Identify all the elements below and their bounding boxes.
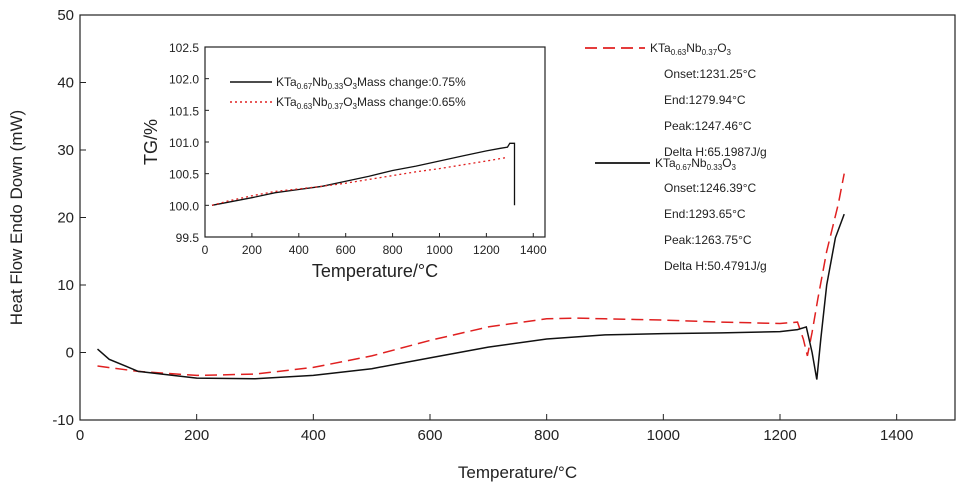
main-y-tick-label: 30 — [57, 142, 74, 159]
inset-x-tick-label: 400 — [289, 243, 309, 257]
main-y-tick-label: 0 — [66, 345, 74, 362]
main-y-axis-title: Heat Flow Endo Down (mW) — [7, 110, 26, 325]
main-x-tick-label: 1400 — [880, 427, 913, 444]
inset-y-tick-label: 99.5 — [176, 231, 200, 245]
main-x-axis-title: Temperature/°C — [458, 463, 577, 482]
main-legend: KTa0.63Nb0.37O3 Onset:1231.25°C End:1279.9… — [585, 41, 767, 273]
main-y-tick-label: -10 — [52, 412, 74, 429]
legend-label-2: KTa0.67Nb0.33O3 — [655, 156, 737, 172]
annotation-text: End:1293.65°C — [664, 207, 746, 221]
inset-y-tick-label: 102.0 — [169, 73, 199, 87]
annotation-text: Delta H:50.4791J/g — [664, 259, 767, 273]
inset-series-line-1 — [211, 142, 516, 206]
main-x-tick-label: 200 — [184, 427, 209, 444]
main-x-tick-label: 0 — [76, 427, 84, 444]
main-y-tick-label: 40 — [57, 75, 74, 92]
main-y-tick-label: 50 — [57, 7, 74, 24]
inset-y-axis-title: TG/% — [141, 119, 161, 165]
inset-x-tick-label: 0 — [202, 243, 209, 257]
inset-y-tick-label: 100.5 — [169, 168, 199, 182]
inset-legend-label-1: KTa0.67Nb0.33O3Mass change:0.75% — [276, 75, 466, 91]
inset-background — [205, 47, 545, 237]
main-chart: 0 200 400 600 800 1000 1200 1400-1001020304050T… — [7, 7, 956, 482]
main-series-line-1 — [97, 173, 845, 377]
inset-y-tick-label: 101.5 — [169, 104, 199, 118]
annotation-text: Peak:1263.75°C — [664, 233, 752, 247]
main-x-tick-label: 1000 — [647, 427, 680, 444]
legend-label-1: KTa0.63Nb0.37O3 — [650, 41, 732, 57]
annotation-text: Peak:1247.46°C — [664, 119, 752, 133]
inset-x-tick-label: 1400 — [520, 243, 547, 257]
inset-y-tick-label: 102.5 — [169, 41, 199, 55]
inset-y-tick-label: 100.0 — [169, 199, 199, 213]
inset-y-tick-label: 101.0 — [169, 136, 199, 150]
annotation-text: Onset:1231.25°C — [664, 67, 757, 81]
inset-series-line-2 — [211, 157, 506, 206]
annotation-text: Onset:1246.39°C — [664, 181, 757, 195]
main-x-tick-label: 600 — [417, 427, 442, 444]
inset-x-tick-label: 600 — [336, 243, 356, 257]
inset-chart: 0 200 400 600 800 1000 1200 1400 99.5 100.0 100.5 1… — [141, 41, 547, 281]
main-y-tick-label: 20 — [57, 210, 74, 227]
inset-x-tick-label: 200 — [242, 243, 262, 257]
annotation-text: Delta H:65.1987J/g — [664, 145, 767, 159]
main-x-tick-label: 1200 — [763, 427, 796, 444]
main-x-tick-label: 400 — [301, 427, 326, 444]
main-y-tick-label: 10 — [57, 277, 74, 294]
annotation-text: End:1279.94°C — [664, 93, 746, 107]
inset-x-tick-label: 1200 — [473, 243, 500, 257]
main-x-tick-label: 800 — [534, 427, 559, 444]
inset-x-axis-title: Temperature/°C — [312, 261, 438, 281]
main-series-line-2 — [97, 213, 845, 380]
inset-x-tick-label: 1000 — [426, 243, 453, 257]
inset-legend-label-2: KTa0.63Nb0.37O3Mass change:0.65% — [276, 95, 466, 111]
inset-x-tick-label: 800 — [383, 243, 403, 257]
